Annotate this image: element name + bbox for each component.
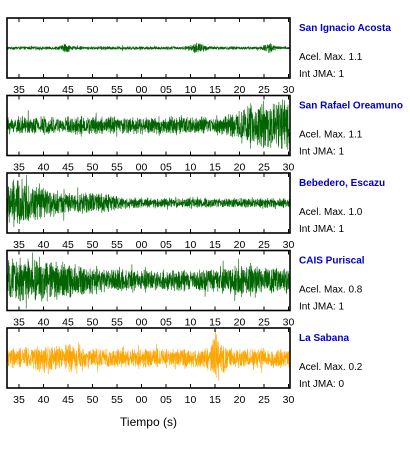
station-accel-max: Acel. Max. 1.1 [299,130,363,141]
tick-label: 20 [234,317,246,329]
tick-label: 25 [258,317,270,329]
tick-label: 10 [185,162,197,174]
tick-label: 25 [258,84,270,96]
tick-label: 20 [234,84,246,96]
tick-label: 55 [111,239,123,251]
tick-label: 50 [87,317,99,329]
panel-0: 35 40 45 50 55 00 05 10 15 20 25 30 San Ignacio Acos… [6,17,391,96]
tick-label: 15 [209,317,221,329]
panel-1: 35 40 45 50 55 00 05 10 15 20 25 30 San Rafael Oream… [6,94,403,174]
tick-label: 45 [62,84,74,96]
panel-frame [6,17,291,79]
tick-label: 35 [13,394,25,406]
station-jma-intensity: Int JMA: 0 [299,379,344,390]
panel-frame [6,327,291,389]
station-accel-max: Acel. Max. 1.1 [299,52,363,63]
panel-frame [6,172,291,234]
station-accel-max: Acel. Max. 0.8 [299,285,363,296]
tick-label: 15 [209,394,221,406]
station-jma-intensity: Int JMA: 1 [299,302,344,313]
tick-label: 25 [258,162,270,174]
tick-label: 05 [160,394,172,406]
panel-frame [6,249,291,312]
tick-label: 40 [38,317,50,329]
tick-label: 35 [13,162,25,174]
tick-label: 10 [185,394,197,406]
station-name: San Ignacio Acosta [299,23,391,34]
tick-label: 15 [209,84,221,96]
tick-label: 45 [62,317,74,329]
waveform-trace [7,42,290,54]
tick-label: 10 [185,317,197,329]
waveform-trace [7,174,290,228]
tick-label: 20 [234,162,246,174]
tick-label: 00 [136,239,148,251]
station-jma-intensity: Int JMA: 1 [299,147,344,158]
tick-label: 30 [283,162,295,174]
station-name: CAIS Puriscal [299,256,365,267]
tick-label: 00 [136,317,148,329]
tick-label: 55 [111,317,123,329]
tick-label: 10 [185,239,197,251]
tick-label: 25 [258,239,270,251]
station-accel-max: Acel. Max. 0.2 [299,362,363,373]
tick-label: 00 [136,84,148,96]
tick-label: 20 [234,239,246,251]
tick-label: 25 [258,394,270,406]
tick-label: 55 [111,84,123,96]
tick-label: 05 [160,84,172,96]
tick-label: 15 [209,239,221,251]
tick-label: 05 [160,317,172,329]
tick-label: 05 [160,162,172,174]
tick-label: 45 [62,394,74,406]
tick-label: 50 [87,394,99,406]
station-name: La Sabana [299,333,349,344]
station-name: Bebedero, Escazu [299,178,385,189]
tick-label: 35 [13,317,25,329]
panel-frame [6,94,291,157]
station-name: San Rafael Oreamuno [299,101,403,112]
tick-label: 05 [160,239,172,251]
tick-label: 00 [136,394,148,406]
tick-label: 40 [38,239,50,251]
tick-label: 40 [38,162,50,174]
tick-label: 00 [136,162,148,174]
tick-label: 10 [185,84,197,96]
waveform-trace [7,329,290,381]
tick-label: 35 [13,239,25,251]
tick-label: 40 [38,84,50,96]
tick-label: 45 [62,162,74,174]
waveform-trace [7,99,290,150]
tick-label: 50 [87,84,99,96]
x-axis-title: Tiempo (s) [120,415,177,429]
station-accel-max: Acel. Max. 1.0 [299,207,363,218]
panel-4: 35 40 45 50 55 00 05 10 15 20 25 30 La Sabana Acel. M… [6,327,363,406]
tick-label: 55 [111,162,123,174]
tick-label: 30 [283,317,295,329]
tick-label: 30 [283,239,295,251]
panel-3: 35 40 45 50 55 00 05 10 15 20 25 30 CAIS Puriscal Ace… [6,249,365,329]
tick-label: 35 [13,84,25,96]
station-jma-intensity: Int JMA: 1 [299,69,344,80]
tick-label: 20 [234,394,246,406]
tick-label: 45 [62,239,74,251]
tick-label: 50 [87,162,99,174]
tick-label: 50 [87,239,99,251]
tick-label: 55 [111,394,123,406]
tick-label: 40 [38,394,50,406]
waveform-trace [7,252,290,309]
tick-label: 30 [283,394,295,406]
station-jma-intensity: Int JMA: 1 [299,224,344,235]
panel-2: 35 40 45 50 55 00 05 10 15 20 25 30 Bebedero, Escazu… [6,172,385,251]
tick-label: 15 [209,162,221,174]
tick-label: 30 [283,84,295,96]
